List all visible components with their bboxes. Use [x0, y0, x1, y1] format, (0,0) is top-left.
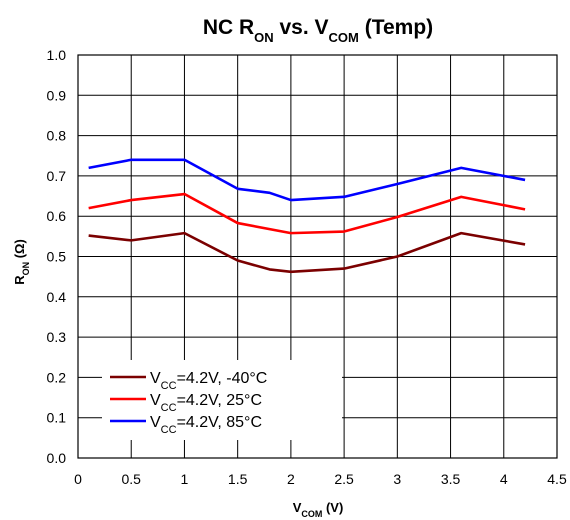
x-tick-label: 3 — [393, 471, 401, 487]
y-tick-label: 0.8 — [47, 128, 67, 144]
y-axis-label: RON (Ω) — [12, 239, 31, 285]
y-tick-label: 0.5 — [47, 249, 67, 265]
series-line-1 — [88, 231, 526, 274]
legend-label-3: VCC=4.2V, 85°C — [150, 414, 262, 436]
series-line-3 — [88, 158, 526, 202]
x-tick-label: 0 — [74, 471, 82, 487]
x-axis-label: VCOM (V) — [293, 500, 344, 519]
y-tick-label: 0.6 — [47, 208, 67, 224]
x-tick-label: 3.5 — [441, 471, 461, 487]
series-line-2 — [88, 192, 526, 235]
y-tick-label: 0.2 — [47, 369, 67, 385]
chart-title: NC RON vs. VCOM (Temp) — [203, 16, 433, 45]
y-tick-label: 0.3 — [47, 329, 67, 345]
y-tick-label: 0.1 — [47, 410, 67, 426]
y-tick-label: 0.9 — [47, 87, 67, 103]
x-axis-ticks: 0 0.5 1 1.5 2 2.5 3 3.5 4 4.5 — [74, 471, 567, 487]
y-tick-label: 1.0 — [47, 47, 67, 63]
plot-border — [77, 54, 558, 459]
series-layer — [88, 158, 526, 274]
y-tick-label: 0.0 — [47, 450, 67, 466]
x-tick-label: 4.5 — [547, 471, 567, 487]
y-axis-ticks: 0.0 0.1 0.2 0.3 0.4 0.5 0.6 0.7 0.8 0.9 1.0 — [47, 47, 67, 466]
x-tick-label: 2 — [287, 471, 295, 487]
x-tick-label: 0.5 — [121, 471, 141, 487]
y-tick-label: 0.7 — [47, 168, 67, 184]
x-tick-label: 2.5 — [334, 471, 354, 487]
legend-label-1: VCC=4.2V, -40°C — [150, 370, 267, 392]
y-tick-label: 0.4 — [47, 289, 67, 305]
x-tick-label: 1 — [181, 471, 189, 487]
x-tick-label: 1.5 — [228, 471, 248, 487]
x-tick-label: 4 — [500, 471, 508, 487]
legend-label-2: VCC=4.2V, 25°C — [150, 392, 262, 414]
